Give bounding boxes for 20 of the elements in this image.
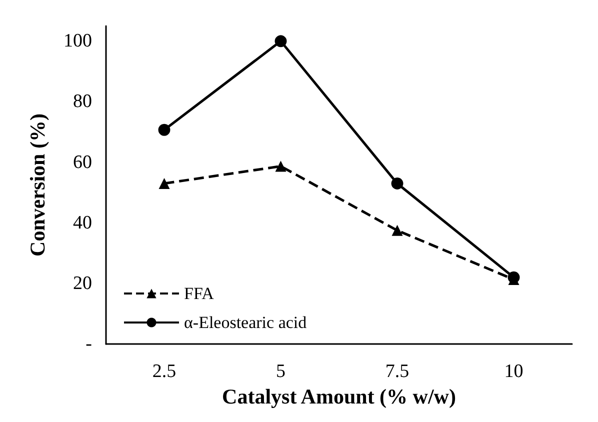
y-tick-label: 20 <box>73 272 92 294</box>
point <box>158 124 170 136</box>
x-tick-label: 10 <box>504 361 524 382</box>
y-tick-label: - <box>86 334 92 354</box>
legend-label: FFA <box>184 284 215 303</box>
y-tick-label: 40 <box>73 212 92 234</box>
y-axis-title: Conversion (%) <box>26 114 50 256</box>
x-tick-label: 7.5 <box>385 361 410 382</box>
point <box>274 35 287 48</box>
point <box>158 178 170 189</box>
point <box>275 160 286 172</box>
point <box>391 177 404 190</box>
x-tick-label: 5 <box>276 361 286 382</box>
point <box>392 224 403 236</box>
y-tick-label: 80 <box>73 91 92 112</box>
legend-label: α-Eleostearic acid <box>184 313 308 332</box>
y-tick-label: 60 <box>73 152 92 173</box>
y-tick-label: 100 <box>64 30 92 52</box>
x-tick-label: 2.5 <box>152 361 176 382</box>
x-axis-title: Catalyst Amount (% w/w) <box>222 384 456 408</box>
